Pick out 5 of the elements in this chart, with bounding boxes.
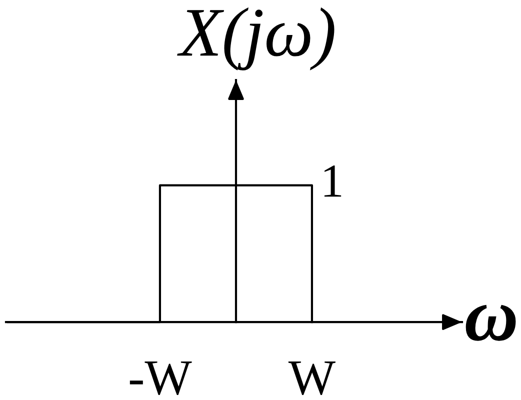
x-tick-label: -W — [130, 362, 192, 396]
annotation: 1 — [324, 165, 342, 197]
x-axis-title: ω — [466, 304, 516, 341]
x-tick-label: W — [288, 362, 336, 396]
y-axis-title: X(jω) — [177, 7, 334, 70]
